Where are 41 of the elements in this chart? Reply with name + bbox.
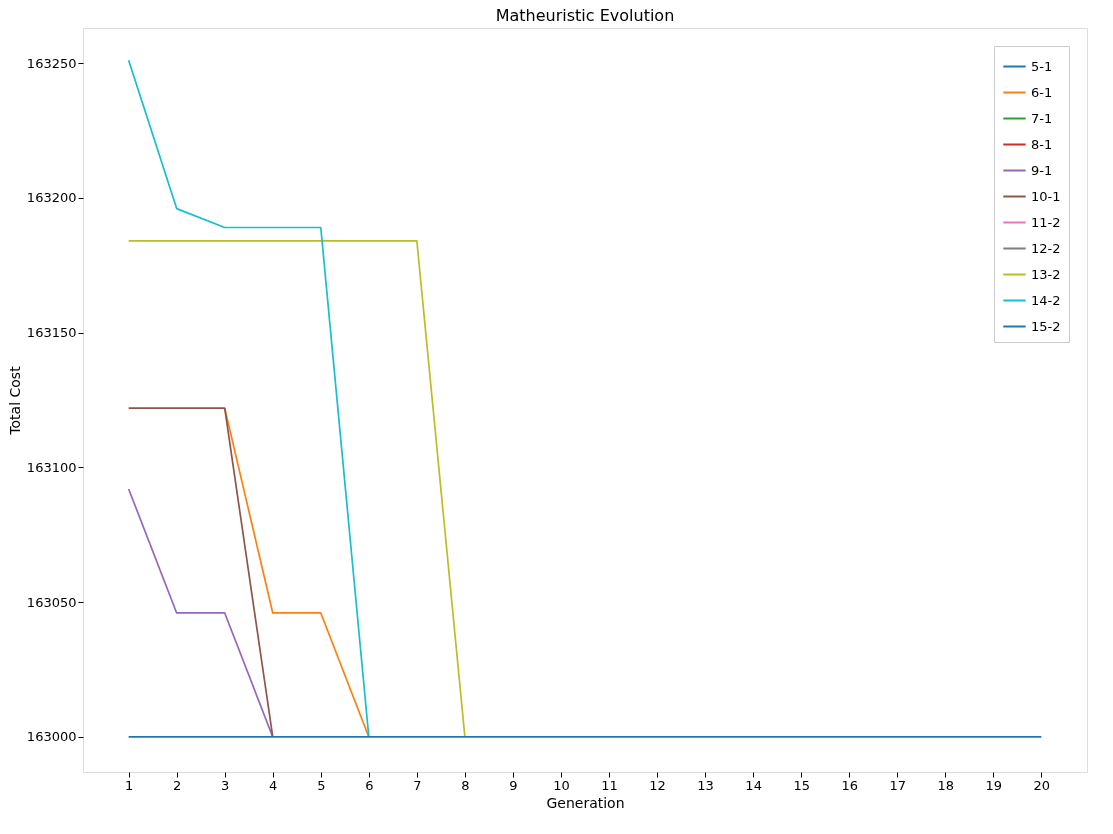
x-tick-label: 11 <box>601 777 618 793</box>
x-tick-label: 15 <box>793 777 810 793</box>
legend-label: 10-1 <box>1031 188 1061 204</box>
y-axis-title: Total Cost <box>6 365 23 436</box>
y-tick-label: 163100 <box>26 459 77 475</box>
x-tick-label: 16 <box>841 777 858 793</box>
legend-label: 14-2 <box>1031 292 1061 308</box>
x-tick-label: 7 <box>413 777 422 793</box>
chart-title: Matheuristic Evolution <box>495 6 675 25</box>
y-tick-label: 163250 <box>26 55 77 71</box>
x-tick-label: 2 <box>173 777 182 793</box>
legend-label: 9-1 <box>1031 162 1053 178</box>
x-tick-label: 4 <box>269 777 278 793</box>
x-tick-label: 13 <box>697 777 714 793</box>
x-tick-label: 12 <box>649 777 666 793</box>
x-tick-label: 6 <box>365 777 374 793</box>
legend-label: 11-2 <box>1031 214 1061 230</box>
legend-label: 8-1 <box>1031 136 1053 152</box>
legend-label: 15-2 <box>1031 318 1061 334</box>
x-tick-label: 10 <box>553 777 570 793</box>
legend-label: 7-1 <box>1031 110 1053 126</box>
line-series <box>127 59 370 738</box>
y-tick-label: 163050 <box>26 594 77 610</box>
legend-label: 13-2 <box>1031 266 1061 282</box>
x-tick-label: 1 <box>125 777 134 793</box>
x-tick-label: 19 <box>985 777 1003 793</box>
x-tick-label: 18 <box>937 777 955 793</box>
x-tick-label: 5 <box>317 777 326 793</box>
y-tick-label: 163150 <box>26 325 77 341</box>
y-tick-label: 163000 <box>26 729 77 745</box>
y-tick-label: 163200 <box>26 190 77 206</box>
legend-label: 12-2 <box>1031 240 1061 256</box>
x-tick-label: 3 <box>221 777 230 793</box>
x-tick-label: 14 <box>745 777 762 793</box>
x-tick-label: 9 <box>509 777 518 793</box>
x-tick-label: 17 <box>889 777 907 793</box>
legend-label: 5-1 <box>1031 58 1053 74</box>
x-tick-label: 8 <box>461 777 470 793</box>
legend-label: 6-1 <box>1031 84 1053 100</box>
x-tick-label: 20 <box>1033 777 1051 793</box>
x-axis-title: Generation <box>546 794 625 811</box>
